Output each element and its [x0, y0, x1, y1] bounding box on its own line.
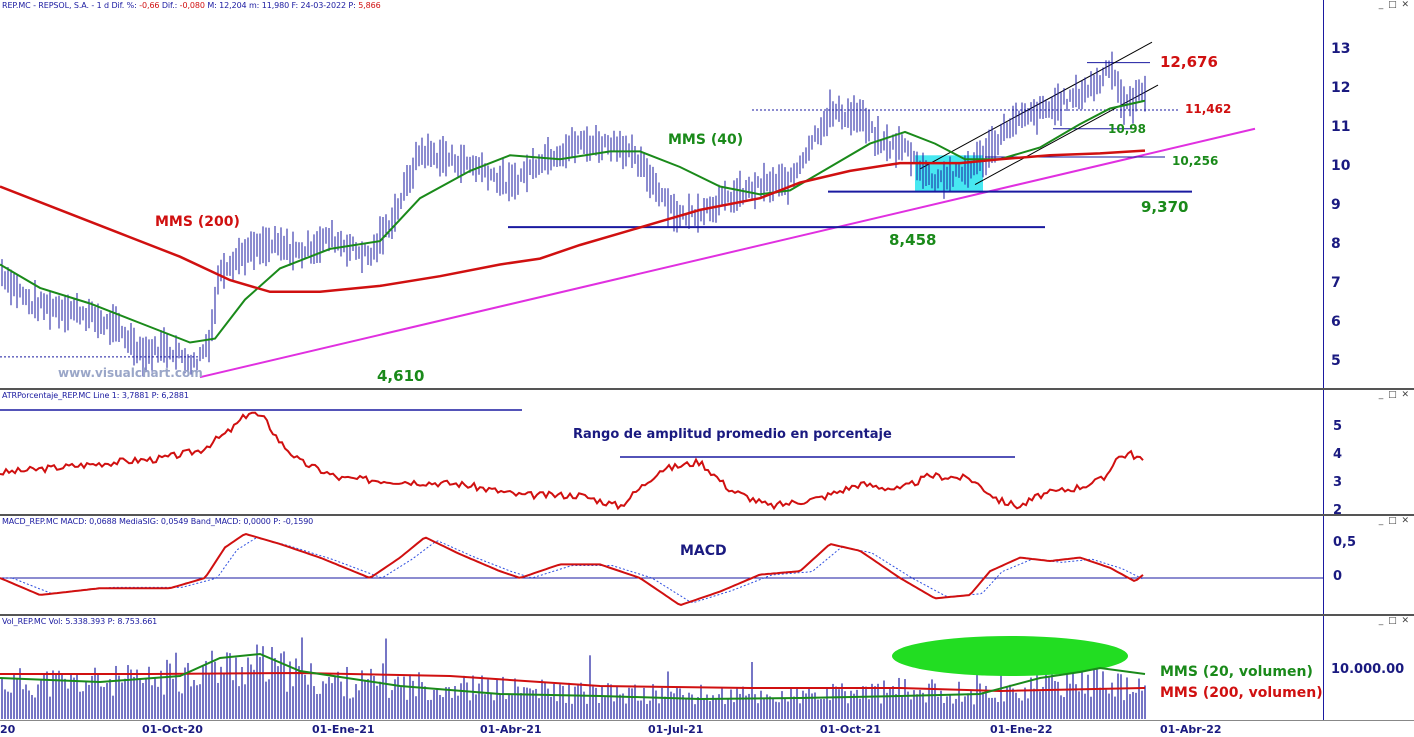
label-vol200: MMS (200, volumen)	[1160, 685, 1323, 701]
macd-line	[0, 533, 1144, 606]
atr-line	[0, 411, 1144, 511]
macd-chart	[0, 533, 1323, 606]
mms200-line	[0, 149, 1146, 294]
level-10256: 10,256	[1172, 154, 1219, 168]
atr-panel: ATRPorcentaje_REP.MC Line 1: 3,7881 P: 6…	[0, 390, 1414, 514]
x-axis-label: 01-Ene-21	[312, 723, 375, 736]
x-axis-label: 01-Ene-22	[990, 723, 1053, 736]
price-window-controls[interactable]: _ □ ✕	[1378, 0, 1410, 10]
volume-window-controls[interactable]: _ □ ✕	[1378, 616, 1410, 626]
atr-y-tick: 3	[1333, 475, 1343, 490]
vol-mms200-line	[0, 671, 1146, 693]
volume-ellipse	[892, 636, 1128, 676]
volume-y-axis	[1323, 616, 1324, 720]
volume-y-tick: 10.000.00	[1331, 662, 1405, 677]
level-9370: 9,370	[1141, 198, 1189, 216]
watermark: www.visualchart.com	[58, 366, 203, 380]
price-panel-title: REP.MC - REPSOL, S.A. - 1 d Dif. %: -0,6…	[2, 1, 381, 10]
level-12676: 12,676	[1160, 53, 1218, 71]
x-axis-label: 01-Abr-22	[1160, 723, 1222, 736]
level-11462: 11,462	[1185, 102, 1232, 116]
price-y-tick: 6	[1331, 314, 1341, 330]
x-axis-label: 20	[0, 723, 16, 736]
macd-panel-title: MACD_REP.MC MACD: 0,0688 MediaSIG: 0,054…	[2, 517, 314, 526]
atr-chart	[0, 409, 1144, 511]
x-axis-label: 01-Oct-20	[142, 723, 203, 736]
level-4610: 4,610	[377, 367, 425, 385]
price-y-tick: 10	[1331, 158, 1351, 174]
atr-panel-title: ATRPorcentaje_REP.MC Line 1: 3,7881 P: 6…	[2, 391, 189, 400]
price-y-tick: 13	[1331, 41, 1351, 57]
volume-panel-title: Vol_REP.MC Vol: 5.338.393 P: 8.753.661	[2, 617, 158, 626]
price-y-tick: 5	[1331, 353, 1341, 369]
label-mms40: MMS (40)	[668, 132, 744, 148]
macd-y-tick: 0,5	[1333, 535, 1357, 550]
macd-panel: MACD_REP.MC MACD: 0,0688 MediaSIG: 0,054…	[0, 516, 1414, 614]
price-y-tick: 12	[1331, 80, 1351, 96]
channel-upper	[919, 41, 1153, 170]
price-y-tick: 11	[1331, 119, 1351, 135]
x-axis-label: 01-Jul-21	[648, 723, 704, 736]
level-8458: 8,458	[889, 231, 937, 249]
atr-y-axis	[1323, 390, 1324, 514]
x-axis-label: 01-Oct-21	[820, 723, 881, 736]
price-y-tick: 7	[1331, 275, 1341, 291]
trendline	[199, 127, 1256, 379]
level-1098: 10,98	[1108, 122, 1146, 136]
label-mms200: MMS (200)	[155, 214, 240, 230]
price-y-axis	[1323, 0, 1324, 388]
label-macd: MACD	[680, 543, 727, 559]
mms40-line	[0, 99, 1146, 344]
price-panel: REP.MC - REPSOL, S.A. - 1 d Dif. %: -0,6…	[0, 0, 1410, 388]
label-atr: Rango de amplitud promedio en porcentaje	[573, 427, 892, 442]
atr-window-controls[interactable]: _ □ ✕	[1378, 390, 1410, 400]
x-axis-label: 01-Abr-21	[480, 723, 542, 736]
label-vol20: MMS (20, volumen)	[1160, 664, 1313, 680]
macd-y-axis	[1323, 516, 1324, 614]
macd-signal-line	[0, 537, 1144, 604]
vol-mms20-line	[0, 652, 1146, 701]
volume-chart	[0, 636, 1146, 719]
price-chart	[0, 41, 1256, 379]
volume-panel: Vol_REP.MC Vol: 5.338.393 P: 8.753.661 _…	[0, 616, 1414, 720]
price-y-tick: 9	[1331, 197, 1341, 213]
atr-y-tick: 5	[1333, 419, 1343, 434]
macd-y-tick: 0	[1333, 569, 1343, 584]
atr-y-tick: 4	[1333, 447, 1343, 462]
price-y-tick: 8	[1331, 236, 1341, 252]
macd-window-controls[interactable]: _ □ ✕	[1378, 516, 1410, 526]
atr-y-tick: 2	[1333, 503, 1343, 514]
